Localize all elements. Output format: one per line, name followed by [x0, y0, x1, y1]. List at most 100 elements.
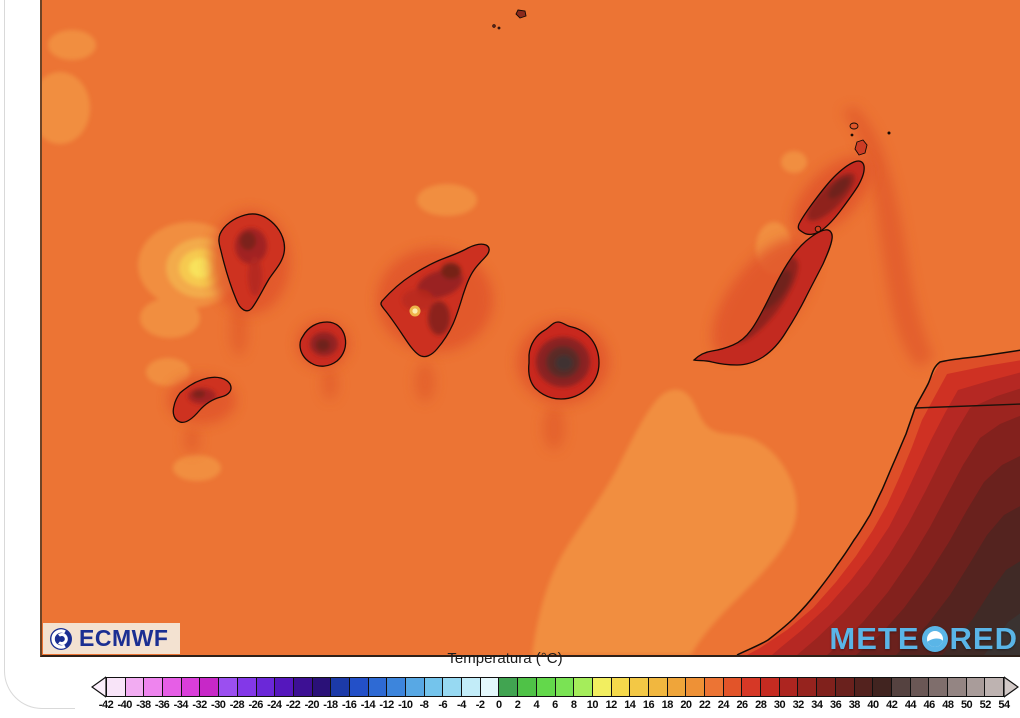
colorbar-tick: -16	[342, 699, 357, 711]
colorbar-tick: 38	[848, 699, 861, 711]
colorbar-cell	[891, 678, 911, 696]
colorbar-tick: 34	[811, 699, 823, 711]
island-gran-canaria	[528, 321, 600, 400]
colorbar-tick: -20	[304, 699, 320, 711]
colorbar-tick: -26	[248, 699, 263, 711]
colorbar-tick: -6	[438, 699, 448, 711]
colorbar-tick: 24	[717, 699, 730, 711]
colorbar-cell	[761, 678, 780, 696]
island-tenerife	[380, 243, 490, 358]
meteored-logo: METE RED	[829, 623, 1018, 654]
country-border-line	[914, 403, 1020, 409]
colorbar-tick: -18	[323, 699, 338, 711]
colorbar-tick: 54	[998, 699, 1010, 711]
colorbar-tick: 28	[755, 699, 767, 711]
colorbar-cell	[462, 678, 481, 696]
colorbar-tick: 0	[496, 699, 502, 711]
colorbar-tick: -28	[229, 699, 245, 711]
colorbar-cell	[518, 678, 537, 696]
colorbar-cell	[144, 678, 164, 696]
africa-land	[736, 349, 1020, 655]
colorbar-tick: 6	[552, 699, 558, 711]
colorbar-cell	[574, 678, 593, 696]
colorbar-cell	[275, 678, 294, 696]
colorbar-cell	[630, 678, 649, 696]
colorbar-arrow-right-icon	[1004, 676, 1019, 698]
colorbar-cell	[873, 678, 892, 696]
colorbar-cells	[106, 677, 1004, 697]
meteored-logo-text-right: RED	[949, 621, 1018, 656]
colorbar-tick: 52	[979, 699, 992, 711]
colorbar-cell	[592, 678, 612, 696]
colorbar-tick: 50	[960, 699, 973, 711]
colorbar-tick: -34	[173, 699, 189, 711]
savage-islands	[492, 9, 527, 30]
colorbar-tick: 32	[792, 699, 805, 711]
temperature-map: ECMWF METE RED	[40, 0, 1020, 657]
colorbar-tick: 10	[586, 699, 599, 711]
colorbar-tick: 18	[661, 699, 674, 711]
meteored-o-icon	[921, 625, 948, 652]
africa-coastline	[736, 349, 1020, 655]
colorbar-cell	[966, 678, 986, 696]
colorbar-tick: -2	[475, 699, 485, 711]
colorbar-cell	[798, 678, 818, 696]
northern-islets	[814, 122, 891, 233]
colorbar-tick: -40	[117, 699, 133, 711]
island-lanzarote	[797, 160, 865, 236]
colorbar-cell	[443, 678, 463, 696]
colorbar-tick: 42	[886, 699, 898, 711]
island-la-palma	[218, 213, 286, 312]
colorbar-tick: -42	[98, 699, 114, 711]
colorbar-cell	[181, 678, 201, 696]
island-el-hierro	[172, 376, 232, 424]
colorbar-tick: -22	[285, 699, 301, 711]
colorbar-tick: 8	[570, 699, 577, 711]
colorbar-tick: -8	[419, 699, 429, 711]
colorbar-cell	[742, 678, 762, 696]
heat-plume	[842, 106, 934, 368]
colorbar-cell	[910, 678, 930, 696]
colorbar-cell	[424, 678, 444, 696]
colorbar-cell	[256, 678, 276, 696]
colorbar-cell	[125, 678, 145, 696]
ecmwf-logo-icon	[50, 627, 72, 650]
colorbar-cell	[219, 678, 238, 696]
colorbar-tick: -36	[154, 699, 170, 711]
colorbar-cell	[667, 678, 687, 696]
temperature-colorbar	[91, 676, 1019, 698]
colorbar-cell	[480, 678, 500, 696]
colorbar-cell	[312, 678, 332, 696]
colorbar-cell	[985, 678, 1003, 696]
colorbar-cell	[817, 678, 836, 696]
colorbar-arrow-left-icon	[91, 676, 106, 698]
colorbar-tick: 22	[699, 699, 711, 711]
colorbar-cell	[536, 678, 556, 696]
colorbar-tick: -30	[211, 699, 226, 711]
colorbar-cell	[779, 678, 799, 696]
colorbar-cell	[499, 678, 519, 696]
colorbar-cell	[686, 678, 705, 696]
colorbar-cell	[163, 678, 182, 696]
colorbar-cell	[237, 678, 257, 696]
island-la-gomera	[299, 321, 347, 367]
colorbar-tick: 30	[773, 699, 786, 711]
colorbar-tick: -10	[398, 699, 413, 711]
colorbar-cell	[331, 678, 350, 696]
ecmwf-logo: ECMWF	[43, 623, 181, 654]
colorbar-tick: 4	[533, 699, 540, 711]
colorbar-cell	[611, 678, 631, 696]
colorbar-tick: 2	[514, 699, 521, 711]
colorbar-tick: 20	[680, 699, 692, 711]
colorbar-cell	[835, 678, 855, 696]
colorbar-cell	[368, 678, 388, 696]
colorbar-tick: -32	[192, 699, 207, 711]
island-wakes	[184, 304, 565, 453]
ecmwf-logo-text: ECMWF	[79, 625, 169, 651]
colorbar-tick: -12	[379, 699, 394, 711]
colorbar-cell	[854, 678, 874, 696]
colorbar-tick: 14	[624, 699, 636, 711]
colorbar-cell	[293, 678, 313, 696]
colorbar-tick: 12	[605, 699, 617, 711]
